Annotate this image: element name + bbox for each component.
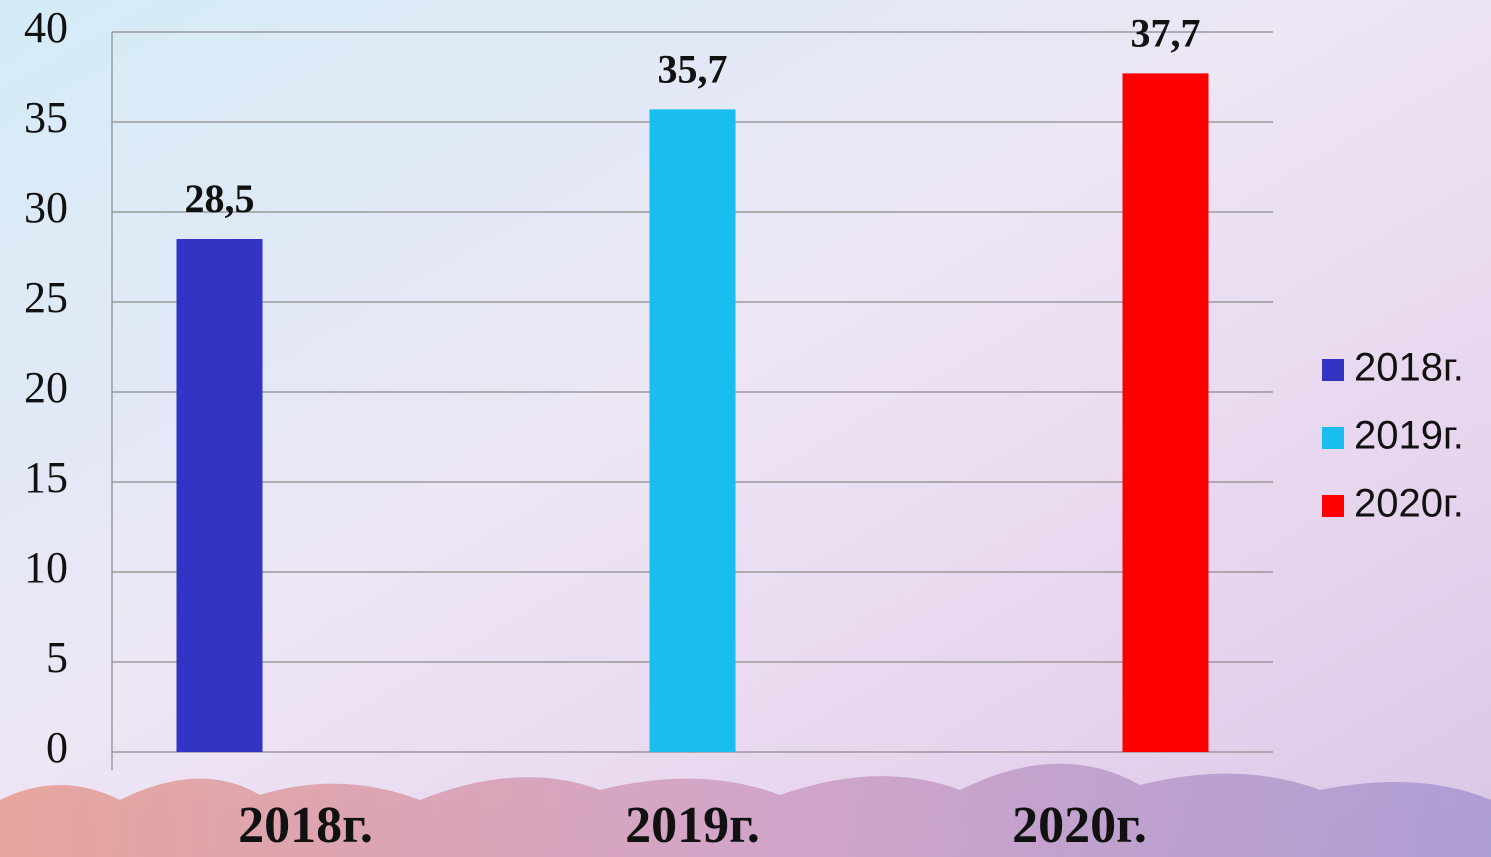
x-tick-label: 2020г. bbox=[1012, 797, 1147, 854]
legend-label: 2019г. bbox=[1354, 414, 1464, 458]
x-tick-label: 2019г. bbox=[625, 797, 760, 854]
legend-swatch bbox=[1322, 495, 1344, 517]
legend-swatch bbox=[1322, 359, 1344, 381]
y-tick-label: 0 bbox=[46, 723, 68, 772]
y-tick-label: 25 bbox=[24, 273, 68, 322]
legend-label: 2018г. bbox=[1354, 346, 1464, 390]
y-tick-label: 40 bbox=[24, 3, 68, 52]
y-tick-label: 35 bbox=[24, 93, 68, 142]
legend-swatch bbox=[1322, 427, 1344, 449]
y-tick-label: 15 bbox=[24, 453, 68, 502]
value-label: 28,5 bbox=[185, 176, 255, 221]
bar bbox=[176, 239, 263, 752]
y-tick-label: 20 bbox=[24, 363, 68, 412]
crowd-decoration bbox=[0, 763, 1491, 857]
value-label: 37,7 bbox=[1131, 11, 1201, 56]
x-tick-label: 2018г. bbox=[238, 797, 373, 854]
bar bbox=[649, 109, 736, 752]
y-tick-label: 10 bbox=[24, 543, 68, 592]
legend-label: 2020г. bbox=[1354, 482, 1464, 526]
bar bbox=[1122, 73, 1209, 752]
y-tick-label: 5 bbox=[46, 633, 68, 682]
value-label: 35,7 bbox=[658, 47, 728, 92]
y-tick-label: 30 bbox=[24, 183, 68, 232]
